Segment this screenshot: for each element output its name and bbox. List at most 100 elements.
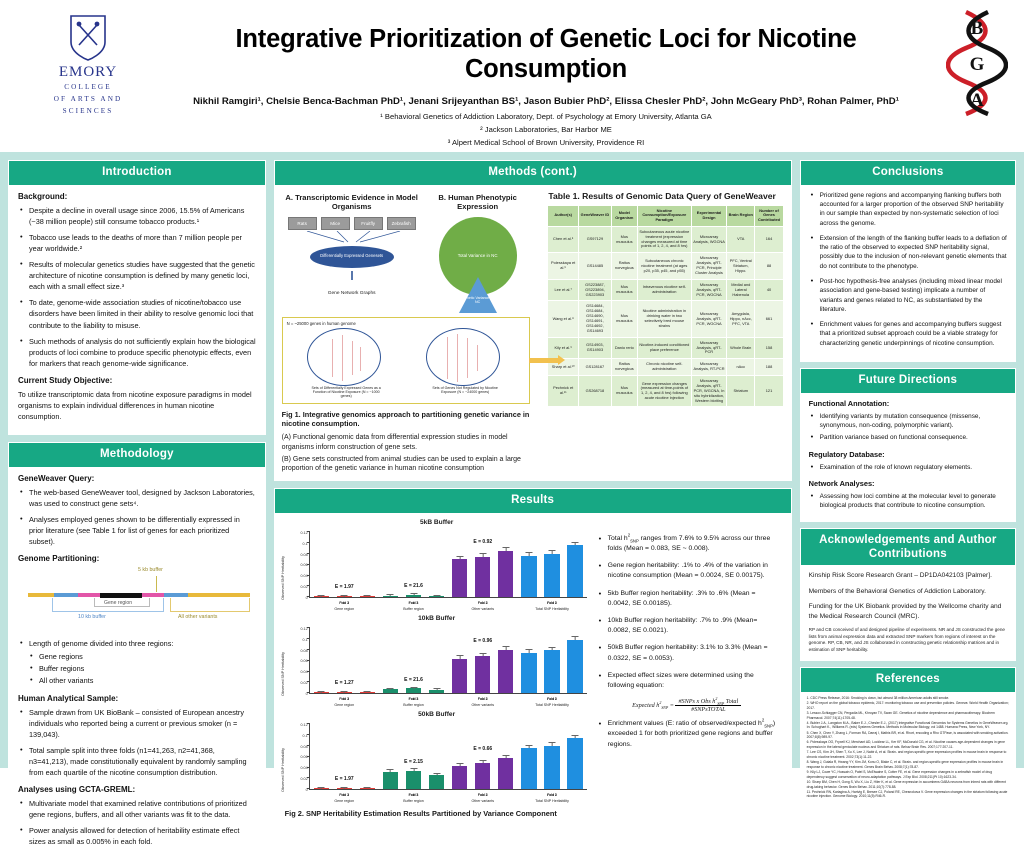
bar <box>314 596 329 597</box>
genetic-variance-triangle: Genetic Variance in NC <box>459 277 497 313</box>
th-experimental-design: Experimental Design <box>691 205 726 226</box>
error-bar <box>552 743 553 746</box>
error-bar-cap <box>525 745 532 746</box>
error-bar-cap <box>364 787 371 788</box>
bar <box>360 692 375 693</box>
references-heading: References <box>801 668 1015 692</box>
regulatory-database-items: Examination of the role of known regulat… <box>809 463 1007 472</box>
emory-sciences-line: SCIENCES <box>28 106 148 117</box>
y-axis-tick-label: 0 <box>294 788 308 792</box>
reference-item: 4. Bubier J.A., Langston M.A., Baker E.J… <box>807 721 1009 730</box>
error-bar-cap <box>341 787 348 788</box>
emory-shield-icon <box>69 14 107 62</box>
table-header-row: Author(s) GeneWeaver ID Model Organism N… <box>548 205 783 226</box>
cell-author: Chen et al.⁵ <box>548 226 579 253</box>
y-axis-tick-label: 0.12 <box>294 531 308 535</box>
list-item: Power analysis allowed for detection of … <box>29 825 256 847</box>
error-bar-cap <box>433 688 440 689</box>
cell-genes: 158 <box>755 337 783 359</box>
bar-column: Fold 1 <box>448 724 471 789</box>
cell-paradigm: Subcutaneous chronic nicotine treatment … <box>637 253 691 280</box>
cell-region: PFC, Ventral Striatum, Hippo. <box>727 253 755 280</box>
results-heading: Results <box>275 489 791 513</box>
y-axis-tick-label: 0.12 <box>294 723 308 727</box>
chart-y-axis-label: Observed SNP Heritability <box>281 556 285 600</box>
error-bar-cap <box>387 769 394 770</box>
bar <box>429 596 444 597</box>
table-row: Wang et al.⁸ GS14684, GS14684, GS14690, … <box>548 301 783 337</box>
cell-design: Microarray Analysis, qRT-PCR, WGCNA <box>691 279 726 301</box>
y-axis-tick-label: 0.1 <box>294 734 308 738</box>
results-text: Total h2SNP ranges from 7.6% to 9.5% acr… <box>597 518 777 819</box>
y-axis-tick-label: 0.04 <box>294 574 308 578</box>
svg-text:B: B <box>971 18 984 39</box>
error-bar-cap <box>410 593 417 594</box>
functional-annotation-items: Identifying variants by mutation consequ… <box>809 412 1007 443</box>
figure-1-panel-b: B. Human Phenotypic Expression Total Var… <box>426 191 530 313</box>
title-block: Integrative Prioritization of Genetic Lo… <box>160 24 932 148</box>
error-bar <box>575 542 576 545</box>
table-1-body: Chen et al.⁵ GS97129 Mus musculus Subcut… <box>548 226 783 407</box>
error-bar-cap <box>341 595 348 596</box>
bar <box>337 692 352 693</box>
cell-design: Microarray Analysis, qRT-PCR, WGCNA, In … <box>691 376 726 407</box>
label-all-other-variants: All other variants <box>178 614 217 620</box>
error-bar <box>390 689 391 690</box>
list-item: Post-hoc hypothesis-free analyses (inclu… <box>820 277 1007 314</box>
cell-design: Microarray Analysis, RT-PCR <box>691 359 726 376</box>
error-bar <box>575 637 576 640</box>
bar <box>498 758 513 789</box>
cell-paradigm: Intravenous nicotine self-administration <box>637 279 691 301</box>
venn-circles: Sets of Differentially Expressed Genes a… <box>287 328 525 399</box>
error-bar-cap <box>318 787 325 788</box>
cell-organism: Danio rerio <box>611 337 637 359</box>
bar <box>337 596 352 597</box>
error-bar <box>506 647 507 650</box>
error-bar <box>459 763 460 765</box>
bar-column: Fold 3 <box>494 724 517 789</box>
error-bar-cap <box>410 768 417 769</box>
future-directions-heading: Future Directions <box>801 369 1015 393</box>
panel-references: References 1. CDC Press Release, 2016: S… <box>800 667 1016 804</box>
enrichment-value-label: E = 2.15 <box>379 759 448 765</box>
error-bar-cap <box>410 687 417 688</box>
bar <box>452 659 467 693</box>
list-item: Enrichment values for genes and accompan… <box>820 320 1007 348</box>
bar-column: Fold 1 <box>379 724 402 789</box>
reference-item: 10. Sharp BM, Chen H, Gong S, Wu X, Liu … <box>807 780 1009 789</box>
bar <box>567 545 582 596</box>
list-item: Assessing how loci combine at the molecu… <box>820 492 1007 511</box>
organism-box: Fruitfly <box>354 217 383 230</box>
introduction-heading: Introduction <box>9 161 265 185</box>
bar-column: Fold 2 <box>402 724 425 789</box>
bar-group-label: Gene region <box>310 703 379 707</box>
column-left: Introduction Background: Despite a decli… <box>8 160 266 762</box>
triangle-label: Genetic Variance in NC <box>461 297 495 305</box>
x-axis-tick-label: Fold 3 <box>448 697 517 701</box>
cell-gwid: GS14485 <box>578 253 611 280</box>
error-bar-cap <box>525 649 532 650</box>
bar <box>521 556 536 597</box>
cell-region: Whole Brain <box>727 337 755 359</box>
bar-column: Fold 1 <box>517 628 540 693</box>
ack-line: Kinship Risk Score Research Grant – DP1D… <box>809 571 1007 581</box>
poster-title: Integrative Prioritization of Genetic Lo… <box>160 24 932 84</box>
table-1-title: Table 1. Results of Genomic Data Query o… <box>548 191 783 201</box>
error-bar <box>436 689 437 690</box>
list-item: To date, genome-wide association studies… <box>29 297 256 330</box>
svg-text:A: A <box>970 90 984 111</box>
methods-cont-body: A. Transcriptomic Evidence in Model Orga… <box>275 185 791 480</box>
cell-paradigm: Subcutaneous acute nicotine treatment (e… <box>637 226 691 253</box>
ack-line: Members of the Behavioral Genetics of Ad… <box>809 587 1007 597</box>
introduction-bullets: Despite a decline in overall usage since… <box>18 205 256 369</box>
genome-partition-diagram: 5 kb buffer Gene region 10 kb buffer <box>18 567 256 633</box>
bar <box>314 788 329 789</box>
list-item: Gene regions <box>39 651 256 662</box>
